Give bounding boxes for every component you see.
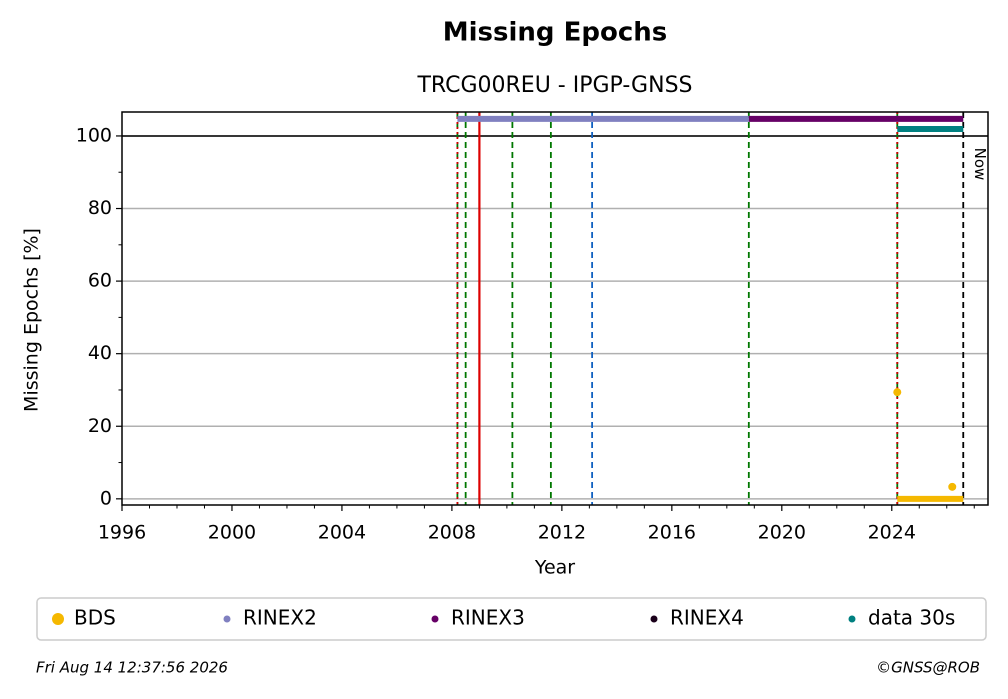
- footer-credit: ©GNSS@ROB: [876, 659, 980, 677]
- x-tick-label: 1996: [98, 522, 146, 544]
- legend-label: RINEX2: [243, 606, 317, 630]
- legend-marker: [431, 615, 439, 623]
- y-tick-label: 20: [88, 415, 112, 437]
- event-label: Now: [971, 148, 989, 181]
- x-tick-label: 2024: [868, 522, 916, 544]
- legend-label: RINEX4: [670, 606, 744, 630]
- x-tick-label: 2020: [758, 522, 806, 544]
- y-tick-label: 60: [88, 270, 112, 292]
- x-tick-label: 2000: [208, 522, 256, 544]
- legend-marker: [848, 615, 856, 623]
- chart-title: Missing Epochs: [443, 18, 667, 48]
- legend-label: BDS: [74, 606, 116, 630]
- legend-marker: [52, 613, 64, 625]
- x-tick-label: 2012: [538, 522, 586, 544]
- data-point: [948, 482, 957, 491]
- legend-box: [36, 597, 987, 641]
- x-tick-label: 2008: [428, 522, 476, 544]
- legend-marker: [223, 615, 231, 623]
- x-tick-label: 2016: [648, 522, 696, 544]
- data-point: [893, 388, 902, 397]
- y-tick-label: 40: [88, 342, 112, 364]
- y-axis-label: Missing Epochs [%]: [21, 228, 43, 412]
- legend-label: RINEX3: [451, 606, 525, 630]
- x-tick-label: 2004: [318, 522, 366, 544]
- y-tick-label: 80: [88, 197, 112, 219]
- plot-frame: [121, 111, 989, 506]
- y-tick-label: 100: [76, 124, 112, 146]
- y-tick-label: 0: [100, 487, 112, 509]
- legend-label: data 30s: [868, 606, 955, 630]
- legend-marker: [650, 615, 658, 623]
- footer-date: Fri Aug 14 12:37:56 2026: [36, 659, 228, 677]
- chart-subtitle: TRCG00REU - IPGP-GNSS: [416, 73, 692, 98]
- x-axis-label: Year: [534, 557, 575, 579]
